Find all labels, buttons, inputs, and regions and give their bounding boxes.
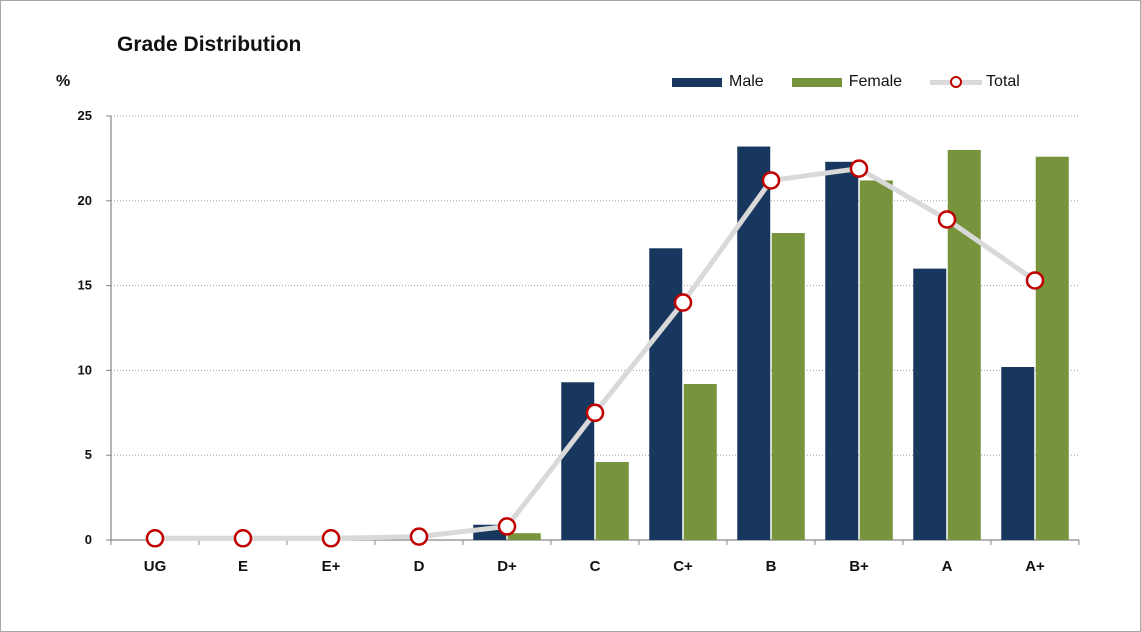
x-tick-label: B+ bbox=[849, 558, 869, 575]
y-tick-label: 0 bbox=[85, 532, 92, 547]
x-tick-label: C bbox=[590, 558, 601, 575]
legend-label-female: Female bbox=[848, 73, 903, 90]
x-tick-label: A bbox=[942, 558, 953, 575]
point-total bbox=[1025, 271, 1045, 290]
x-tick-label: B bbox=[766, 558, 777, 575]
bars bbox=[473, 146, 1069, 541]
bar-male bbox=[825, 161, 859, 541]
legend-label-male: Male bbox=[729, 73, 764, 90]
bar-male bbox=[1001, 367, 1035, 540]
y-axis-unit-label: % bbox=[56, 73, 71, 90]
gridlines bbox=[111, 115, 1079, 456]
bar-male bbox=[649, 248, 683, 540]
point-total bbox=[761, 171, 781, 190]
legend-swatch-male bbox=[672, 77, 722, 87]
bar-male bbox=[913, 268, 947, 540]
y-tick-label: 10 bbox=[78, 362, 92, 377]
chart-title: Grade Distribution bbox=[117, 33, 302, 56]
point-total bbox=[233, 529, 253, 548]
x-tick-label: C+ bbox=[673, 558, 693, 575]
legend-swatch-total-marker bbox=[950, 76, 963, 88]
x-tick-label: E bbox=[238, 558, 248, 575]
line-total bbox=[155, 166, 1037, 541]
legend-item-male: Male bbox=[672, 73, 764, 91]
bar-male bbox=[737, 146, 771, 540]
bar-female bbox=[595, 461, 629, 540]
x-tick-label: E+ bbox=[322, 558, 341, 575]
legend-swatch-total bbox=[930, 75, 983, 89]
x-tick-label: D bbox=[414, 558, 425, 575]
bar-female bbox=[507, 533, 541, 540]
bar-female bbox=[1035, 156, 1069, 541]
point-total bbox=[145, 529, 165, 548]
point-total bbox=[849, 159, 869, 178]
legend-swatch-female bbox=[791, 77, 842, 87]
point-total bbox=[321, 529, 341, 548]
x-tick-label: D+ bbox=[497, 558, 517, 575]
point-total bbox=[937, 210, 957, 229]
x-tick-label: UG bbox=[144, 558, 167, 575]
y-tick-label: 25 bbox=[78, 108, 92, 123]
y-tick-label: 15 bbox=[78, 278, 92, 293]
total-line bbox=[145, 159, 1045, 548]
point-total bbox=[673, 293, 693, 312]
bar-female bbox=[859, 180, 893, 540]
legend-label-total: Total bbox=[986, 73, 1020, 90]
point-total bbox=[497, 517, 517, 536]
bar-female bbox=[947, 149, 981, 541]
legend-item-total: Total bbox=[930, 73, 1020, 91]
chart-legend: Male Female Total bbox=[672, 73, 1020, 91]
y-tick-label: 5 bbox=[85, 447, 92, 462]
bar-female bbox=[683, 383, 717, 540]
y-tick-label: 20 bbox=[78, 193, 92, 208]
axis-labels: 0 5 10 15 20 25 UG E E+ D D+ C C+ B B+ A A+ bbox=[78, 108, 1046, 575]
point-total bbox=[585, 403, 605, 423]
point-total bbox=[409, 527, 429, 546]
legend-item-female: Female bbox=[791, 73, 903, 91]
x-tick-label: A+ bbox=[1025, 558, 1045, 575]
bar-female bbox=[771, 233, 805, 541]
